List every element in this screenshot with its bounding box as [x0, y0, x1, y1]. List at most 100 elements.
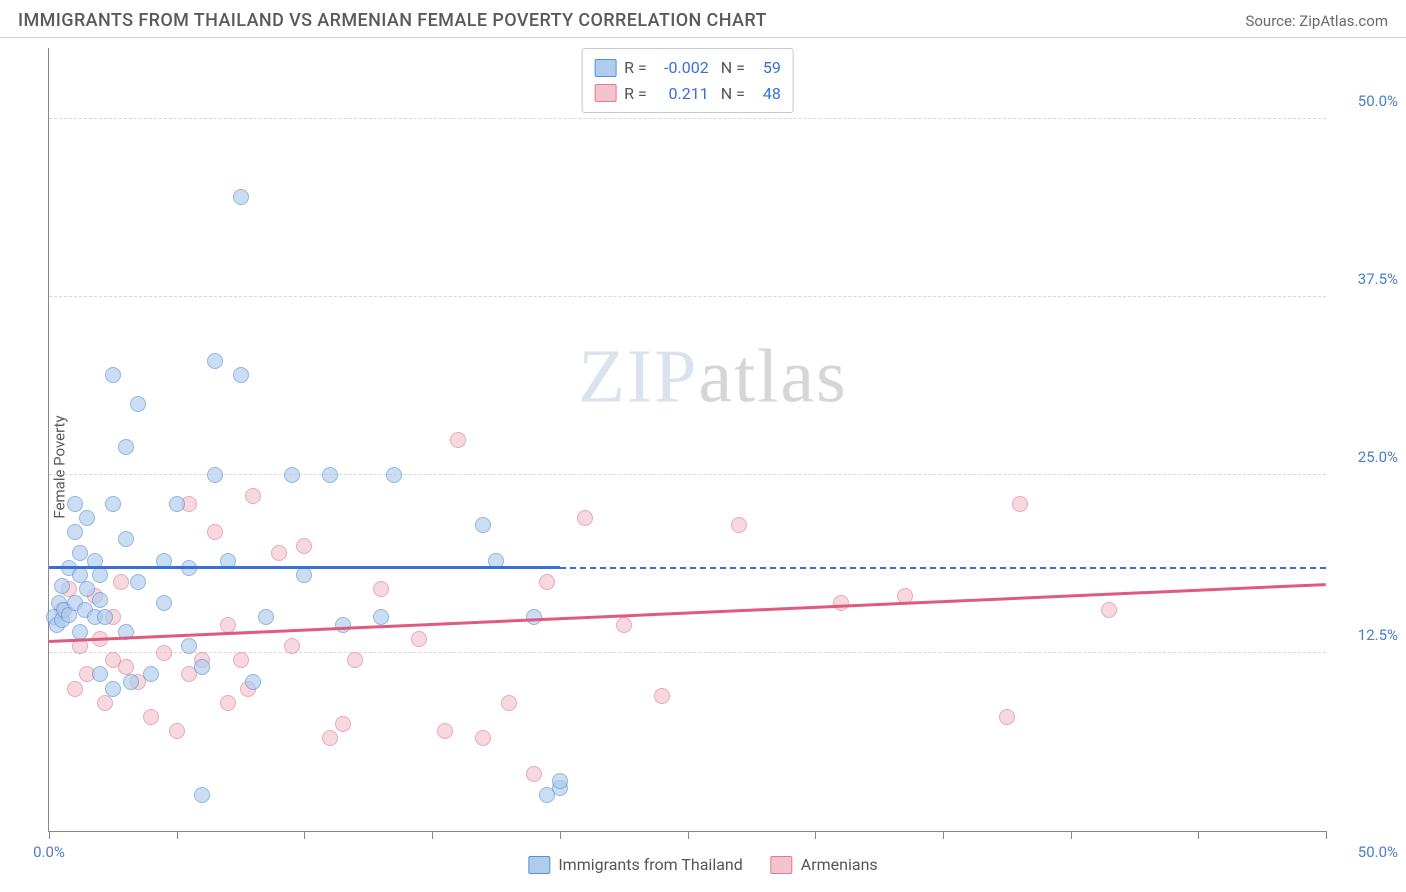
data-point-thailand — [475, 517, 491, 533]
x-tick — [177, 831, 178, 839]
data-point-armenians — [411, 631, 427, 647]
data-point-armenians — [577, 510, 593, 526]
chart-title: IMMIGRANTS FROM THAILAND VS ARMENIAN FEM… — [18, 10, 767, 31]
swatch-thailand — [594, 59, 616, 77]
r-value-thailand: -0.002 — [655, 55, 709, 81]
data-point-armenians — [475, 730, 491, 746]
data-point-armenians — [437, 723, 453, 739]
stats-legend-box: R = -0.002 N = 59 R = 0.211 N = 48 — [581, 48, 794, 113]
data-point-armenians — [284, 638, 300, 654]
data-point-thailand — [335, 617, 351, 633]
data-point-armenians — [207, 524, 223, 540]
y-tick-label: 12.5% — [1334, 626, 1398, 644]
data-point-armenians — [156, 645, 172, 661]
data-point-thailand — [54, 578, 70, 594]
gridline — [49, 118, 1326, 119]
data-point-thailand — [386, 467, 402, 483]
n-value-armenians: 48 — [753, 81, 781, 107]
x-tick — [1071, 831, 1072, 839]
data-point-armenians — [501, 695, 517, 711]
stats-row-thailand: R = -0.002 N = 59 — [594, 55, 781, 81]
x-tick — [1326, 831, 1327, 839]
data-point-armenians — [654, 688, 670, 704]
data-point-thailand — [258, 609, 274, 625]
data-point-armenians — [296, 538, 312, 554]
bottom-legend: Immigrants from Thailand Armenians — [528, 855, 877, 874]
data-point-armenians — [347, 652, 363, 668]
x-tick — [943, 831, 944, 839]
data-point-armenians — [335, 716, 351, 732]
data-point-armenians — [1012, 496, 1028, 512]
data-point-thailand — [207, 467, 223, 483]
data-point-thailand — [105, 496, 121, 512]
data-point-thailand — [72, 545, 88, 561]
data-point-armenians — [322, 730, 338, 746]
data-point-thailand — [105, 681, 121, 697]
data-point-thailand — [207, 353, 223, 369]
data-point-armenians — [113, 574, 129, 590]
swatch-armenians-2 — [771, 856, 793, 874]
data-point-armenians — [271, 545, 287, 561]
chart-source: Source: ZipAtlas.com — [1245, 12, 1388, 30]
data-point-armenians — [833, 595, 849, 611]
x-tick-label-start: 0.0% — [33, 843, 65, 861]
data-point-thailand — [92, 592, 108, 608]
x-tick — [560, 831, 561, 839]
data-point-thailand — [130, 396, 146, 412]
x-tick — [1198, 831, 1199, 839]
data-point-armenians — [616, 617, 632, 633]
data-point-thailand — [123, 674, 139, 690]
data-point-armenians — [220, 617, 236, 633]
data-point-thailand — [322, 467, 338, 483]
data-point-thailand — [143, 666, 159, 682]
y-tick-label: 25.0% — [1334, 448, 1398, 466]
data-point-thailand — [92, 666, 108, 682]
data-point-thailand — [373, 609, 389, 625]
data-point-thailand — [169, 496, 185, 512]
data-point-thailand — [67, 496, 83, 512]
y-tick-label: 50.0% — [1334, 92, 1398, 110]
data-point-thailand — [296, 567, 312, 583]
watermark-text-b: atlas — [698, 334, 847, 418]
x-tick — [49, 831, 50, 839]
trend-line-dash-thailand — [560, 567, 1326, 569]
legend-item-thailand: Immigrants from Thailand — [528, 855, 742, 874]
gridline — [49, 296, 1326, 297]
x-tick — [815, 831, 816, 839]
plot-area: ZIPatlas R = -0.002 N = 59 R = 0.211 N =… — [48, 48, 1326, 832]
trend-line-armenians — [49, 583, 1326, 643]
x-tick-label-end: 50.0% — [1334, 843, 1398, 861]
data-point-thailand — [97, 609, 113, 625]
stats-row-armenians: R = 0.211 N = 48 — [594, 81, 781, 107]
data-point-thailand — [194, 659, 210, 675]
data-point-armenians — [220, 695, 236, 711]
data-point-armenians — [1101, 602, 1117, 618]
data-point-thailand — [181, 638, 197, 654]
data-point-thailand — [92, 567, 108, 583]
data-point-armenians — [373, 581, 389, 597]
data-point-armenians — [97, 695, 113, 711]
data-point-thailand — [79, 510, 95, 526]
legend-label-armenians: Armenians — [801, 855, 878, 874]
data-point-armenians — [526, 766, 542, 782]
x-tick — [688, 831, 689, 839]
chart-area: Female Poverty ZIPatlas R = -0.002 N = 5… — [0, 42, 1406, 892]
swatch-thailand-2 — [528, 856, 550, 874]
data-point-armenians — [731, 517, 747, 533]
legend-label-thailand: Immigrants from Thailand — [558, 855, 742, 874]
data-point-armenians — [245, 488, 261, 504]
watermark-text-a: ZIP — [578, 334, 698, 418]
data-point-armenians — [539, 574, 555, 590]
data-point-thailand — [194, 787, 210, 803]
swatch-armenians — [594, 84, 616, 102]
data-point-armenians — [143, 709, 159, 725]
y-tick-label: 37.5% — [1334, 270, 1398, 288]
data-point-armenians — [67, 681, 83, 697]
data-point-thailand — [130, 574, 146, 590]
chart-header: IMMIGRANTS FROM THAILAND VS ARMENIAN FEM… — [0, 0, 1406, 38]
x-tick — [304, 831, 305, 839]
r-value-armenians: 0.211 — [655, 81, 709, 107]
x-tick — [432, 831, 433, 839]
data-point-thailand — [72, 624, 88, 640]
data-point-thailand — [233, 367, 249, 383]
